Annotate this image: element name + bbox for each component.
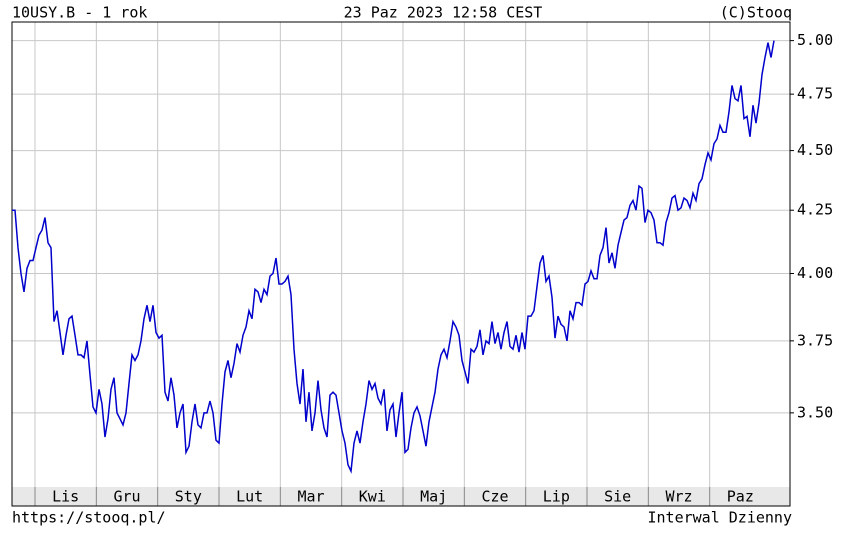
x-tick-label: Sty — [175, 488, 202, 506]
y-tick-label: 4.75 — [797, 85, 833, 103]
footer-interval: Interwal Dzienny — [648, 509, 793, 527]
x-tick-label: Lis — [52, 488, 79, 506]
x-tick-label: Kwi — [359, 488, 386, 506]
price-line — [12, 40, 775, 474]
x-tick-label: Wrz — [665, 488, 692, 506]
y-tick-label: 5.00 — [797, 31, 833, 49]
y-tick-label: 4.00 — [797, 264, 833, 282]
y-tick-label: 4.25 — [797, 201, 833, 219]
x-tick-label: Mar — [297, 488, 324, 506]
x-axis-band — [12, 487, 790, 506]
x-tick-label: Lut — [236, 488, 263, 506]
x-tick-label: Gru — [113, 488, 140, 506]
chart-date: 23 Paz 2023 12:58 CEST — [344, 4, 543, 22]
x-tick-label: Cze — [481, 488, 508, 506]
footer-url[interactable]: https://stooq.pl/ — [12, 509, 166, 527]
chart-title: 10USY.B - 1 rok — [12, 4, 147, 22]
y-tick-label: 4.50 — [797, 141, 833, 159]
x-tick-label: Paz — [727, 488, 754, 506]
x-tick-label: Lip — [543, 488, 570, 506]
x-tick-label: Sie — [604, 488, 631, 506]
y-tick-label: 3.50 — [797, 403, 833, 421]
chart-source: (C)Stooq — [720, 4, 792, 22]
x-tick-label: Maj — [420, 488, 447, 506]
y-tick-label: 3.75 — [797, 331, 833, 349]
